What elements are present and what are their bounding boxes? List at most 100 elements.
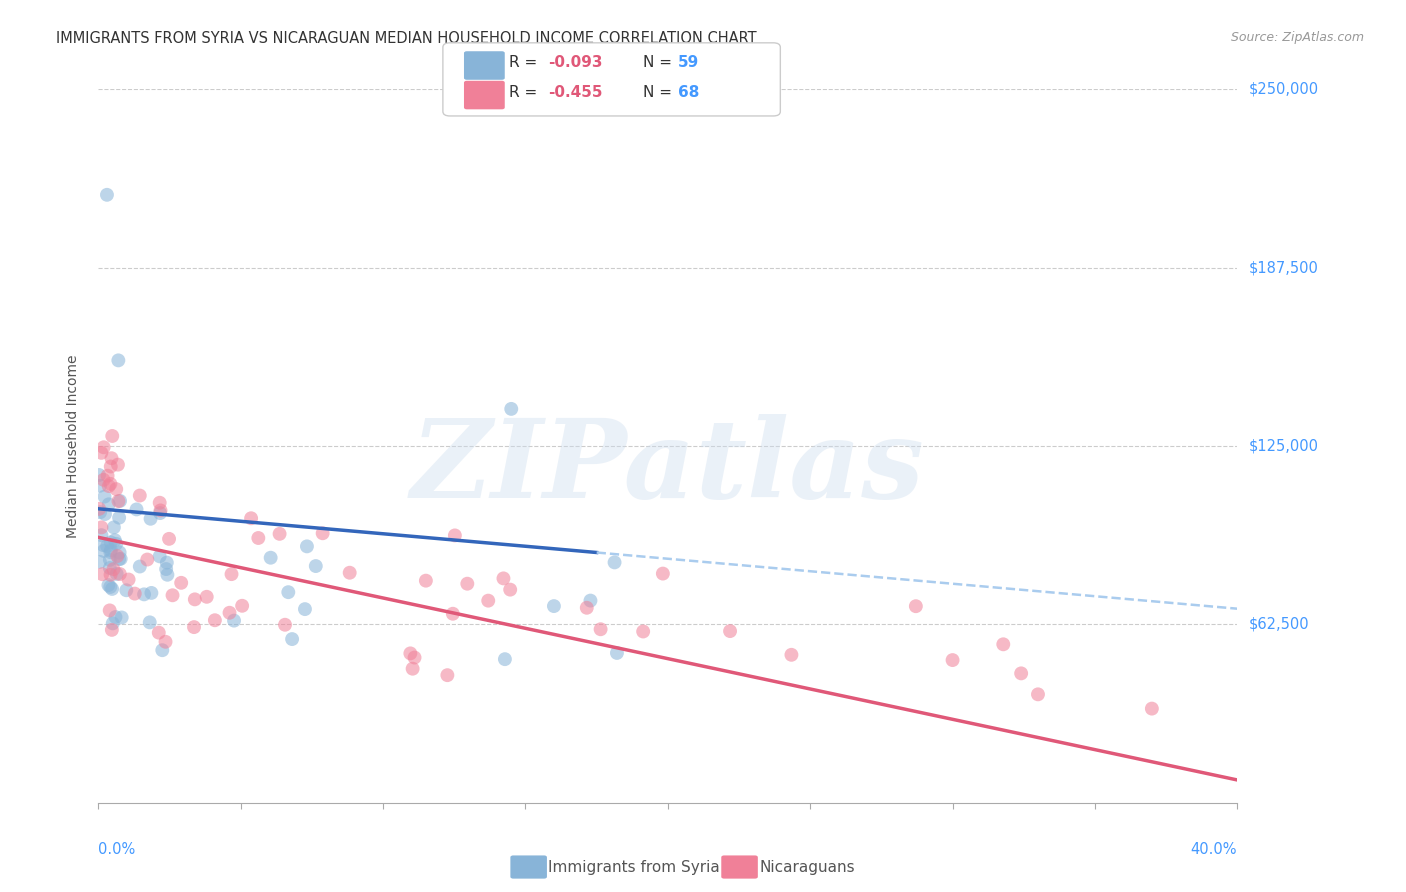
Text: $187,500: $187,500 (1249, 260, 1319, 275)
Immigrants from Syria (494, 652, 516, 666)
Immigrants from Syria (100, 543, 122, 558)
Immigrants from Syria (138, 615, 160, 630)
Immigrants from Syria (139, 512, 162, 526)
Nicaraguans (993, 637, 1015, 651)
Immigrants from Syria (111, 610, 134, 624)
Immigrants from Syria (110, 551, 132, 566)
Nicaraguans (780, 648, 803, 662)
Nicaraguans (105, 549, 128, 563)
Immigrants from Syria (98, 561, 121, 575)
Immigrants from Syria (103, 520, 125, 534)
Immigrants from Syria (91, 538, 114, 552)
Nicaraguans (1026, 687, 1049, 701)
Immigrants from Syria (98, 580, 121, 594)
Nicaraguans (218, 606, 240, 620)
Immigrants from Syria (305, 559, 328, 574)
Nicaraguans (100, 567, 122, 582)
Nicaraguans (311, 526, 333, 541)
Nicaraguans (90, 446, 112, 460)
Nicaraguans (91, 567, 114, 582)
Nicaraguans (221, 567, 243, 582)
Nicaraguans (269, 526, 291, 541)
Nicaraguans (499, 582, 522, 597)
Nicaraguans (231, 599, 253, 613)
Immigrants from Syria (222, 614, 245, 628)
Immigrants from Syria (295, 540, 318, 554)
Immigrants from Syria (294, 602, 316, 616)
Y-axis label: Median Household Income: Median Household Income (66, 354, 80, 538)
Nicaraguans (97, 468, 120, 483)
Immigrants from Syria (100, 535, 122, 549)
Nicaraguans (718, 624, 741, 639)
Nicaraguans (184, 592, 207, 607)
Nicaraguans (117, 573, 139, 587)
Nicaraguans (240, 511, 263, 525)
Text: N =: N = (643, 55, 676, 70)
Nicaraguans (162, 588, 184, 602)
Immigrants from Syria (94, 507, 117, 521)
Nicaraguans (108, 567, 131, 582)
Immigrants from Syria (141, 586, 163, 600)
Nicaraguans (103, 562, 125, 576)
Immigrants from Syria (155, 562, 177, 576)
Nicaraguans (136, 552, 159, 566)
Nicaraguans (148, 625, 170, 640)
Immigrants from Syria (93, 490, 115, 504)
Nicaraguans (456, 576, 478, 591)
Immigrants from Syria (150, 643, 173, 657)
Text: Source: ZipAtlas.com: Source: ZipAtlas.com (1230, 31, 1364, 45)
Text: $125,000: $125,000 (1249, 439, 1319, 453)
Immigrants from Syria (96, 539, 118, 553)
Nicaraguans (157, 532, 180, 546)
Immigrants from Syria (543, 599, 565, 613)
Nicaraguans (441, 607, 464, 621)
Immigrants from Syria (108, 545, 131, 559)
Nicaraguans (477, 593, 499, 607)
Text: 0.0%: 0.0% (98, 842, 135, 857)
Immigrants from Syria (501, 401, 523, 416)
Nicaraguans (100, 451, 122, 466)
Immigrants from Syria (105, 537, 128, 551)
Immigrants from Syria (89, 479, 111, 493)
Immigrants from Syria (125, 502, 148, 516)
Immigrants from Syria (97, 497, 120, 511)
Immigrants from Syria (101, 616, 124, 631)
Text: -0.093: -0.093 (548, 55, 603, 70)
Immigrants from Syria (108, 552, 131, 566)
Immigrants from Syria (90, 528, 112, 542)
Nicaraguans (401, 662, 423, 676)
Nicaraguans (492, 571, 515, 585)
Text: R =: R = (509, 55, 543, 70)
Nicaraguans (105, 482, 128, 496)
Nicaraguans (149, 503, 172, 517)
Nicaraguans (101, 429, 124, 443)
Nicaraguans (274, 617, 297, 632)
Nicaraguans (399, 646, 422, 660)
Immigrants from Syria (108, 510, 131, 524)
Nicaraguans (204, 613, 226, 627)
Text: 40.0%: 40.0% (1191, 842, 1237, 857)
Immigrants from Syria (104, 533, 127, 548)
Nicaraguans (93, 440, 115, 454)
Nicaraguans (195, 590, 218, 604)
Immigrants from Syria (89, 505, 111, 519)
Nicaraguans (631, 624, 654, 639)
Immigrants from Syria (101, 582, 124, 596)
Nicaraguans (101, 623, 124, 637)
Nicaraguans (89, 501, 111, 516)
Nicaraguans (90, 520, 112, 534)
Nicaraguans (415, 574, 437, 588)
Nicaraguans (904, 599, 927, 614)
Immigrants from Syria (156, 567, 179, 582)
Immigrants from Syria (281, 632, 304, 646)
Immigrants from Syria (93, 544, 115, 558)
Immigrants from Syria (277, 585, 299, 599)
Immigrants from Syria (107, 353, 129, 368)
Text: ZIPatlas: ZIPatlas (411, 414, 925, 521)
Text: IMMIGRANTS FROM SYRIA VS NICARAGUAN MEDIAN HOUSEHOLD INCOME CORRELATION CHART: IMMIGRANTS FROM SYRIA VS NICARAGUAN MEDI… (56, 31, 756, 46)
Immigrants from Syria (105, 566, 128, 581)
Text: 59: 59 (678, 55, 699, 70)
Text: 68: 68 (678, 85, 699, 100)
Nicaraguans (98, 603, 121, 617)
Nicaraguans (124, 586, 146, 600)
